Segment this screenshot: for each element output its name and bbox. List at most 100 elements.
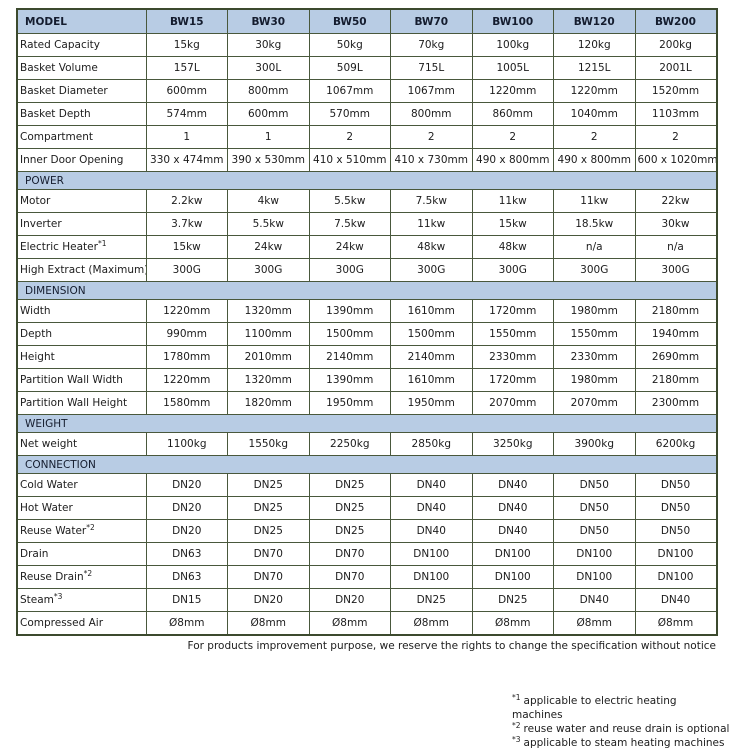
spec-value-cell: Ø8mm (145, 611, 228, 636)
spec-value-cell: 50kg (308, 33, 391, 57)
spec-value-cell: Ø8mm (227, 611, 310, 636)
spec-value-cell: 4kw (227, 189, 310, 213)
table-row: Depth 990mm 1100mm 1500mm 1500mm 1550mm 1550mm… (16, 322, 717, 346)
spec-value-cell: 800mm (227, 79, 310, 103)
row-label-text: Hot Water (20, 502, 73, 514)
spec-value-cell: DN100 (553, 565, 636, 589)
spec-value-cell: DN70 (227, 542, 310, 566)
table-row: Compartment 1 1 2 2 2 2 2 (16, 125, 717, 149)
spec-value-cell: 1550mm (553, 322, 636, 346)
spec-value-cell: 18.5kw (553, 212, 636, 236)
row-label: Depth (16, 322, 147, 346)
spec-value-cell: 2001L (634, 56, 717, 80)
spec-value-cell: Ø8mm (308, 611, 391, 636)
footnote-marker: *2 (512, 721, 521, 730)
model-column-header: BW100 (471, 8, 554, 34)
spec-value-cell: 15kw (471, 212, 554, 236)
spec-value-cell: DN15 (145, 588, 228, 612)
row-label-text: Depth (20, 328, 52, 340)
table-row: Rated Capacity 15kg 30kg 50kg 70kg 100kg 120kg… (16, 33, 717, 57)
spec-value-cell: 15kw (145, 235, 228, 259)
spec-value-cell: DN50 (634, 496, 717, 520)
spec-value-cell: 2140mm (390, 345, 473, 369)
spec-value-cell: 2250kg (308, 432, 391, 456)
spec-value-cell: DN20 (145, 473, 228, 497)
table-row: Basket Depth 574mm 600mm 570mm 800mm 860mm 104… (16, 102, 717, 126)
row-label-text: Reuse Water (20, 525, 87, 537)
spec-value-cell: DN50 (553, 473, 636, 497)
spec-value-cell: Ø8mm (471, 611, 554, 636)
row-label: Reuse Drain*2 (16, 565, 147, 589)
spec-value-cell: 2330mm (471, 345, 554, 369)
spec-value-cell: 1100kg (145, 432, 228, 456)
spec-value-cell: DN25 (227, 496, 310, 520)
table-row: Partition Wall Height 1580mm 1820mm 1950mm 1… (16, 391, 717, 415)
spec-table-head: MODEL BW15 BW30 BW50 BW70 BW100 BW120 BW200 (16, 8, 717, 34)
spec-value-cell: 7.5kw (390, 189, 473, 213)
row-label: Reuse Water*2 (16, 519, 147, 543)
spec-value-cell: DN40 (390, 473, 473, 497)
row-label-text: Inverter (20, 218, 62, 230)
row-label: Electric Heater*1 (16, 235, 147, 259)
row-label-text: Basket Diameter (20, 85, 108, 97)
spec-value-cell: 1390mm (308, 368, 391, 392)
spec-value-cell: 1720mm (471, 299, 554, 323)
spec-value-cell: 300G (308, 258, 391, 282)
spec-value-cell: 410 x 730mm (390, 148, 473, 172)
spec-value-cell: 7.5kw (308, 212, 391, 236)
spec-value-cell: 1100mm (227, 322, 310, 346)
row-label-text: Cold Water (20, 479, 78, 491)
spec-value-cell: 715L (390, 56, 473, 80)
spec-value-cell: 157L (145, 56, 228, 80)
model-header-row: MODEL BW15 BW30 BW50 BW70 BW100 BW120 BW200 (16, 8, 717, 34)
spec-value-cell: 1040mm (553, 102, 636, 126)
spec-value-cell: 3250kg (471, 432, 554, 456)
spec-value-cell: DN20 (145, 496, 228, 520)
spec-value-cell: 330 x 474mm (145, 148, 228, 172)
spec-value-cell: 300G (553, 258, 636, 282)
spec-value-cell: 30kw (634, 212, 717, 236)
row-label-text: Electric Heater (20, 241, 98, 253)
spec-table-body: Rated Capacity 15kg 30kg 50kg 70kg 100kg 120kg… (16, 33, 717, 636)
row-label: Partition Wall Width (16, 368, 147, 392)
row-label: Inverter (16, 212, 147, 236)
spec-value-cell: 2180mm (634, 368, 717, 392)
spec-value-cell: 1820mm (227, 391, 310, 415)
spec-value-cell: DN50 (634, 473, 717, 497)
spec-value-cell: 1980mm (553, 299, 636, 323)
row-label-text: Basket Depth (20, 108, 91, 120)
spec-value-cell: DN40 (471, 519, 554, 543)
spec-value-cell: 300G (145, 258, 228, 282)
table-row: Electric Heater*1 15kw 24kw 24kw 48kw 48kw n/a… (16, 235, 717, 259)
spec-value-cell: DN50 (553, 519, 636, 543)
spec-value-cell: 300G (634, 258, 717, 282)
spec-value-cell: DN100 (390, 542, 473, 566)
row-label: Drain (16, 542, 147, 566)
section-band-row: WEIGHT (16, 414, 717, 433)
footnote-text: applicable to steam heating machines (523, 737, 725, 749)
spec-value-cell: 2010mm (227, 345, 310, 369)
row-label-text: Basket Volume (20, 62, 98, 74)
section-band-row: POWER (16, 171, 717, 190)
spec-value-cell: DN63 (145, 565, 228, 589)
row-label-text: Compartment (20, 131, 93, 143)
spec-value-cell: 1550mm (471, 322, 554, 346)
table-row: Reuse Drain*2 DN63 DN70 DN70 DN100 DN100 DN100… (16, 565, 717, 589)
spec-value-cell: 2330mm (553, 345, 636, 369)
row-label: Partition Wall Height (16, 391, 147, 415)
spec-value-cell: 1500mm (308, 322, 391, 346)
spec-value-cell: 990mm (145, 322, 228, 346)
spec-value-cell: 570mm (308, 102, 391, 126)
spec-value-cell: 2.2kw (145, 189, 228, 213)
table-row: Drain DN63 DN70 DN70 DN100 DN100 DN100 DN100 (16, 542, 717, 566)
section-title: WEIGHT (16, 414, 717, 433)
row-label: Width (16, 299, 147, 323)
spec-value-cell: 1 (227, 125, 310, 149)
spec-value-cell: DN40 (634, 588, 717, 612)
spec-value-cell: 1067mm (390, 79, 473, 103)
spec-value-cell: 120kg (553, 33, 636, 57)
table-row: Steam*3 DN15 DN20 DN20 DN25 DN25 DN40 DN40 (16, 588, 717, 612)
row-label: Basket Diameter (16, 79, 147, 103)
spec-value-cell: 1390mm (308, 299, 391, 323)
spec-value-cell: DN25 (390, 588, 473, 612)
